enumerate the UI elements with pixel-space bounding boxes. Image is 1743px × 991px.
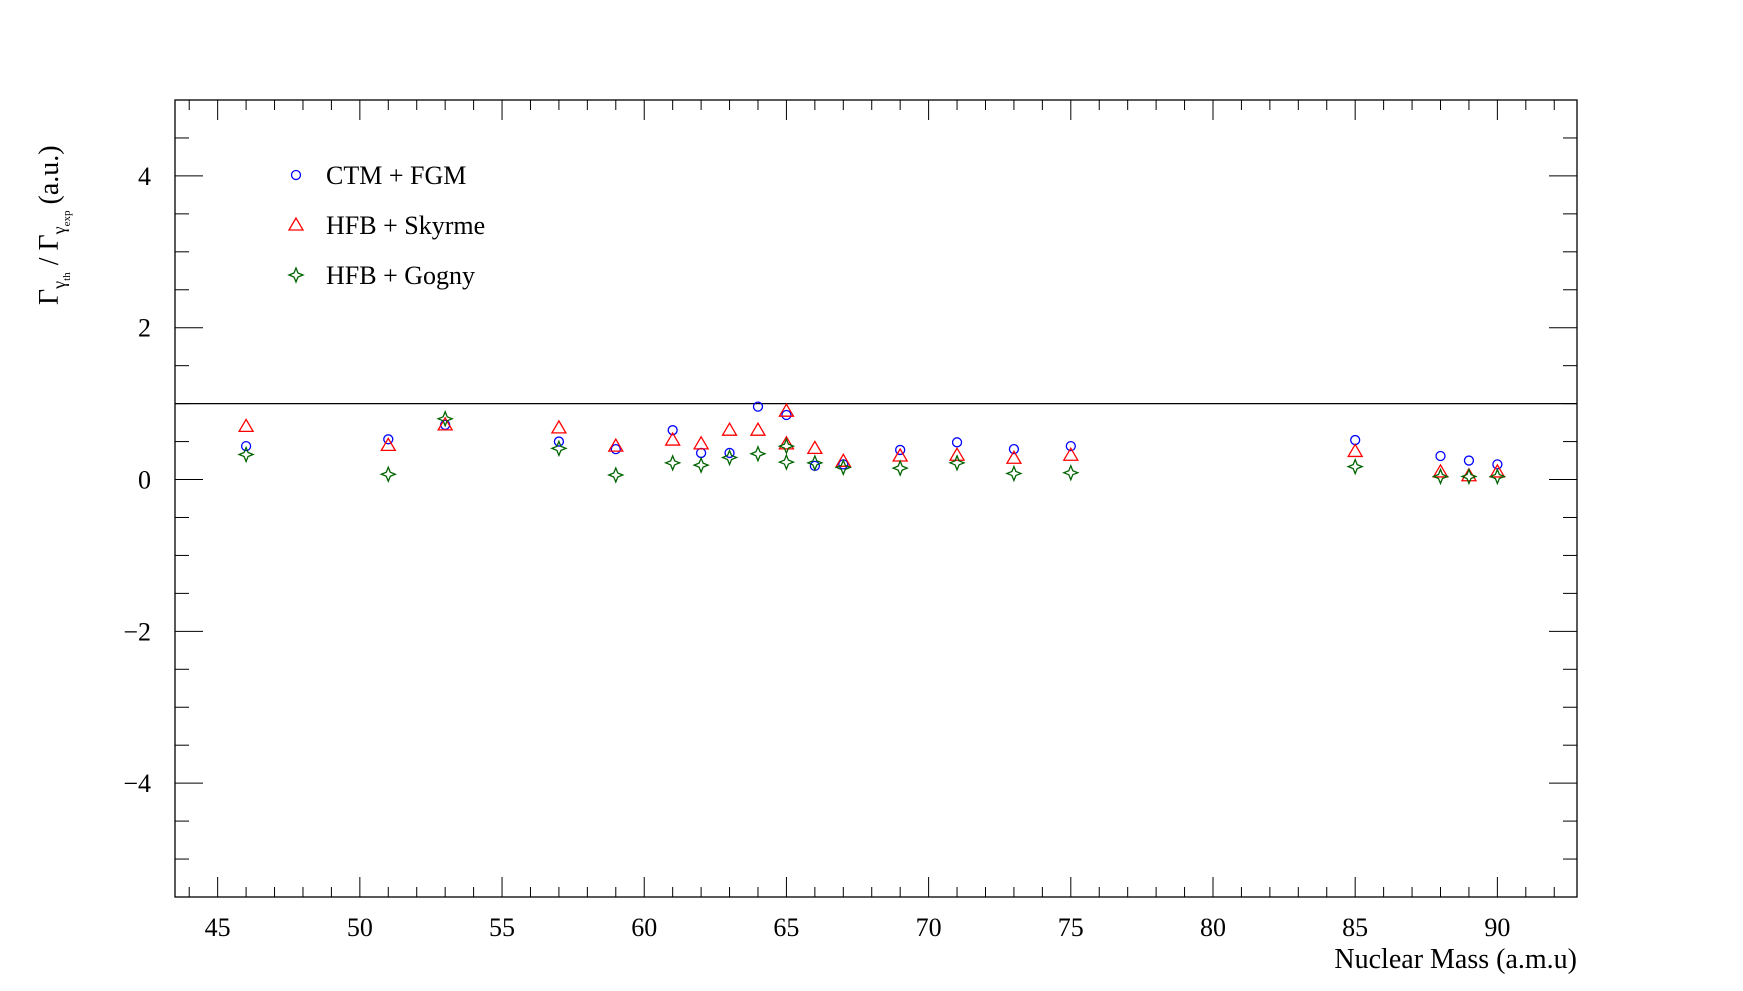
- x-tick-label: 80: [1200, 913, 1226, 942]
- data-point: [380, 437, 397, 452]
- data-point: [1463, 455, 1475, 466]
- data-point: [778, 435, 795, 450]
- data-point: [752, 401, 764, 412]
- plot-frame: [174, 99, 1578, 898]
- y-tick-label: 4: [138, 162, 151, 191]
- data-point: [695, 447, 707, 459]
- data-point: [1346, 457, 1364, 476]
- y-tick-label: −4: [123, 769, 151, 798]
- y-tick-label: 0: [138, 466, 151, 495]
- data-point: [1489, 463, 1506, 478]
- x-axis-label: Nuclear Mass (a.m.u): [1334, 944, 1577, 975]
- legend-label: HFB + Gogny: [326, 261, 475, 290]
- data-point: [1347, 443, 1364, 458]
- axis-ticks: [175, 99, 1577, 898]
- data-point: [692, 456, 710, 474]
- data-point: [240, 440, 252, 452]
- data-point: [1488, 467, 1507, 486]
- y-axis-label: Γγth / Γγexp(a.u.): [34, 145, 73, 305]
- data-point: [895, 444, 906, 456]
- x-tick-label: 85: [1342, 913, 1368, 942]
- data-point: [667, 425, 678, 436]
- legend: CTM + FGM HFB + Skyrme HFB + Gogny: [287, 161, 485, 290]
- series-1: [237, 402, 1506, 482]
- legend-label: CTM + FGM: [326, 161, 466, 190]
- series-0: [240, 401, 1503, 472]
- x-tick-label: 65: [773, 913, 799, 942]
- data-point: [437, 416, 454, 431]
- data-point: [1008, 444, 1020, 455]
- data-point: [720, 448, 739, 467]
- legend-label: HFB + Skyrme: [326, 211, 485, 240]
- data-point: [663, 454, 682, 472]
- data-point: [692, 435, 710, 450]
- data-point: [806, 454, 824, 472]
- data-point: [1431, 467, 1450, 486]
- data-point: [749, 444, 767, 463]
- x-tick-label: 75: [1058, 913, 1084, 942]
- legend-marker: [287, 266, 305, 284]
- data-point: [1435, 450, 1446, 462]
- data-point: [550, 439, 568, 458]
- data-point: [383, 434, 394, 445]
- data-point: [951, 437, 963, 448]
- data-point: [237, 418, 255, 433]
- data-point: [806, 440, 823, 455]
- legend-marker: [287, 216, 305, 231]
- data-point: [550, 419, 568, 434]
- data-point: [777, 453, 796, 471]
- data-point: [724, 447, 735, 459]
- data-point: [436, 410, 454, 428]
- y-tick-label: −2: [123, 617, 151, 646]
- data-point: [1005, 449, 1023, 464]
- data-point: [781, 409, 792, 421]
- data-point: [834, 458, 853, 477]
- data-point: [1062, 446, 1079, 461]
- data-point: [610, 444, 621, 455]
- x-tick-label: 60: [631, 913, 657, 942]
- data-point: [778, 402, 795, 417]
- data-point: [1005, 464, 1023, 483]
- data-markers: [237, 401, 1507, 486]
- x-tick-label: 90: [1484, 913, 1510, 942]
- data-point: [1062, 463, 1080, 482]
- x-tick-label: 50: [347, 913, 373, 942]
- data-point: [1432, 463, 1449, 478]
- y-tick-label: 2: [138, 314, 151, 343]
- data-point: [1065, 440, 1076, 452]
- x-tick-label: 55: [489, 913, 515, 942]
- data-point: [237, 445, 255, 464]
- data-point: [664, 431, 681, 446]
- data-point: [948, 446, 966, 461]
- data-point: [607, 437, 624, 452]
- data-point: [607, 466, 625, 484]
- data-point: [948, 454, 966, 472]
- data-point: [891, 459, 909, 477]
- data-point: [777, 437, 796, 455]
- legend-marker: [290, 169, 302, 181]
- series-2: [237, 410, 1507, 486]
- data-point: [835, 453, 852, 467]
- data-point: [553, 436, 565, 447]
- axis-tick-labels: 45 50 55 60 65 70 75 80 85 90 −4 −2 0 2 4: [123, 162, 1510, 942]
- data-point: [1460, 467, 1478, 486]
- data-point: [721, 421, 738, 436]
- x-tick-label: 70: [916, 913, 942, 942]
- x-tick-label: 45: [205, 913, 231, 942]
- data-point: [379, 465, 398, 483]
- data-point: [749, 421, 767, 436]
